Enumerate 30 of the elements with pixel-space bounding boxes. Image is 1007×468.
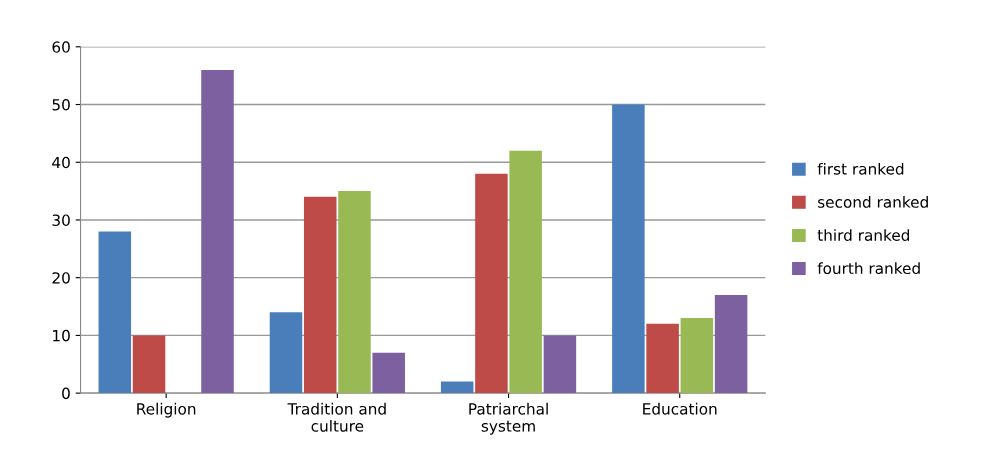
bar [269,312,303,394]
x-tick-label: Patriarchal system [469,402,548,435]
y-tick-label: 50 [52,98,70,111]
bar [132,335,166,394]
legend-label: second ranked [818,196,928,208]
bar [98,231,132,394]
bar [646,323,679,394]
legend-label: first ranked [817,162,904,175]
legend-label: fourth ranked [817,262,920,275]
legend-label: third ranked [817,229,910,241]
bar [338,191,371,394]
bar [543,335,577,394]
bar [440,381,474,394]
y-tick-label: 30 [52,214,70,226]
bar [680,318,714,394]
bar [612,104,645,394]
y-tick-label: 0 [62,387,70,400]
x-tick-label: Tradition and culture [287,402,386,432]
x-tick-label: Education [643,402,717,415]
y-tick-label: 40 [52,156,70,169]
bar [201,69,234,394]
bar [509,150,542,394]
y-tick-label: 60 [52,41,70,53]
y-tick-label: 10 [53,329,70,342]
bar [475,173,508,394]
x-tick-label: Religion [137,402,196,418]
y-tick-label: 20 [52,272,70,284]
bar [303,196,337,394]
bar [372,352,405,394]
bar [714,295,748,394]
